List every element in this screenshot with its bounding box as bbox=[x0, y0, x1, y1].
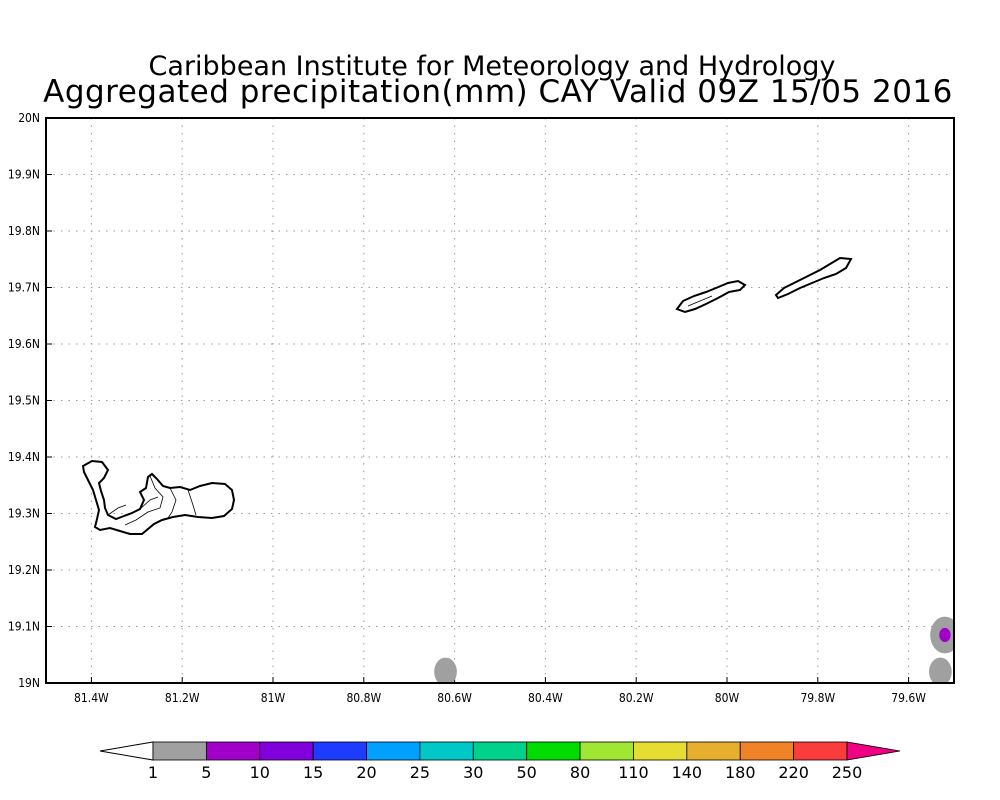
latitude-tick-labels: 20N 19.9N 19.8N 19.7N 19.6N 19.5N 19.4N 19.3N 19… bbox=[8, 111, 40, 690]
precip-area-1-5 bbox=[929, 657, 952, 683]
colorbar-swatch bbox=[259, 741, 314, 761]
x-tick-label: 80.2W bbox=[619, 691, 654, 705]
colorbar-swatch bbox=[472, 741, 528, 761]
colorbar-label: 50 bbox=[517, 763, 537, 782]
colorbar-swatch bbox=[366, 741, 421, 761]
colorbar-swatch bbox=[633, 741, 688, 761]
y-tick-label: 19N bbox=[18, 676, 40, 690]
y-tick-label: 19.9N bbox=[8, 168, 40, 182]
precipitation-colorbar: 1 5 10 15 20 25 30 50 80 110 140 180 220 250 bbox=[99, 741, 901, 782]
x-tick-label: 81.4W bbox=[74, 691, 109, 705]
island-grand-cayman bbox=[81, 459, 236, 535]
colorbar-swatch bbox=[739, 741, 795, 761]
colorbar-swatch bbox=[579, 741, 634, 761]
colorbar-label: 30 bbox=[463, 763, 483, 782]
x-tick-label: 81W bbox=[261, 691, 286, 705]
precipitation-contours bbox=[434, 616, 954, 683]
colorbar-label: 1 bbox=[148, 763, 158, 782]
y-tick-label: 19.3N bbox=[8, 507, 40, 521]
colorbar-label: 10 bbox=[250, 763, 270, 782]
x-tick-label: 80.4W bbox=[528, 691, 563, 705]
x-tick-label: 80.6W bbox=[437, 691, 472, 705]
colorbar-over-arrow bbox=[846, 741, 901, 761]
colorbar-swatch bbox=[793, 741, 848, 761]
y-tick-label: 19.2N bbox=[8, 563, 40, 577]
y-tick-label: 19.4N bbox=[8, 450, 40, 464]
island-little-cayman bbox=[675, 279, 747, 314]
colorbar-swatch bbox=[205, 741, 261, 761]
colorbar-under-arrow bbox=[99, 741, 154, 761]
x-tick-label: 79.6W bbox=[891, 691, 926, 705]
longitude-tick-labels: 81.4W 81.2W 81W 80.8W 80.6W 80.4W 80.2W 80W 79.8… bbox=[74, 691, 926, 705]
x-tick-label: 80.8W bbox=[346, 691, 381, 705]
map-title-product: Aggregated precipitation(mm) CAY Valid 0… bbox=[43, 74, 953, 110]
colorbar-label: 110 bbox=[618, 763, 649, 782]
y-tick-label: 19.7N bbox=[8, 281, 40, 295]
y-tick-label: 19.6N bbox=[8, 337, 40, 351]
x-tick-label: 79.8W bbox=[800, 691, 835, 705]
colorbar-label: 20 bbox=[356, 763, 376, 782]
island-cayman-brac bbox=[774, 256, 853, 300]
x-tick-label: 80W bbox=[715, 691, 740, 705]
colorbar-label: 180 bbox=[725, 763, 756, 782]
colorbar-swatch bbox=[419, 741, 474, 761]
y-tick-label: 19.8N bbox=[8, 224, 40, 238]
colorbar-label: 80 bbox=[570, 763, 590, 782]
x-tick-label: 81.2W bbox=[165, 691, 200, 705]
y-tick-label: 19.1N bbox=[8, 620, 40, 634]
colorbar-swatch bbox=[312, 741, 367, 761]
precip-area-5-10 bbox=[939, 627, 951, 643]
colorbar-label: 250 bbox=[832, 763, 863, 782]
colorbar-label: 140 bbox=[672, 763, 703, 782]
colorbar-swatch bbox=[152, 741, 207, 761]
map-plot-area: 81.4W 81.2W 81W 80.8W 80.6W 80.4W 80.2W 80W 79.8… bbox=[8, 111, 955, 705]
precip-area-1-5 bbox=[434, 657, 457, 683]
colorbar-label: 220 bbox=[778, 763, 809, 782]
colorbar-label: 15 bbox=[303, 763, 323, 782]
colorbar-label: 5 bbox=[201, 763, 211, 782]
y-tick-label: 20N bbox=[18, 111, 40, 125]
colorbar-swatch bbox=[686, 741, 741, 761]
y-tick-label: 19.5N bbox=[8, 394, 40, 408]
map-frame bbox=[45, 117, 955, 684]
colorbar-label: 25 bbox=[410, 763, 430, 782]
map-title-institute: Caribbean Institute for Meteorology and … bbox=[149, 51, 836, 82]
colorbar-swatch bbox=[526, 741, 581, 761]
